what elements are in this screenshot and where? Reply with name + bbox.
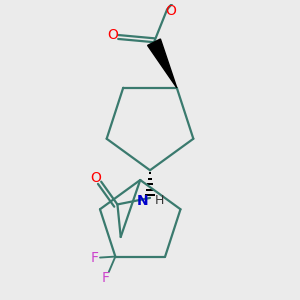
Polygon shape — [148, 39, 177, 88]
Text: F: F — [90, 251, 98, 265]
Text: N: N — [137, 194, 148, 208]
Text: O: O — [166, 4, 176, 18]
Text: F: F — [102, 271, 110, 285]
Text: O: O — [90, 171, 101, 185]
Text: H: H — [154, 194, 164, 207]
Text: O: O — [107, 28, 118, 42]
